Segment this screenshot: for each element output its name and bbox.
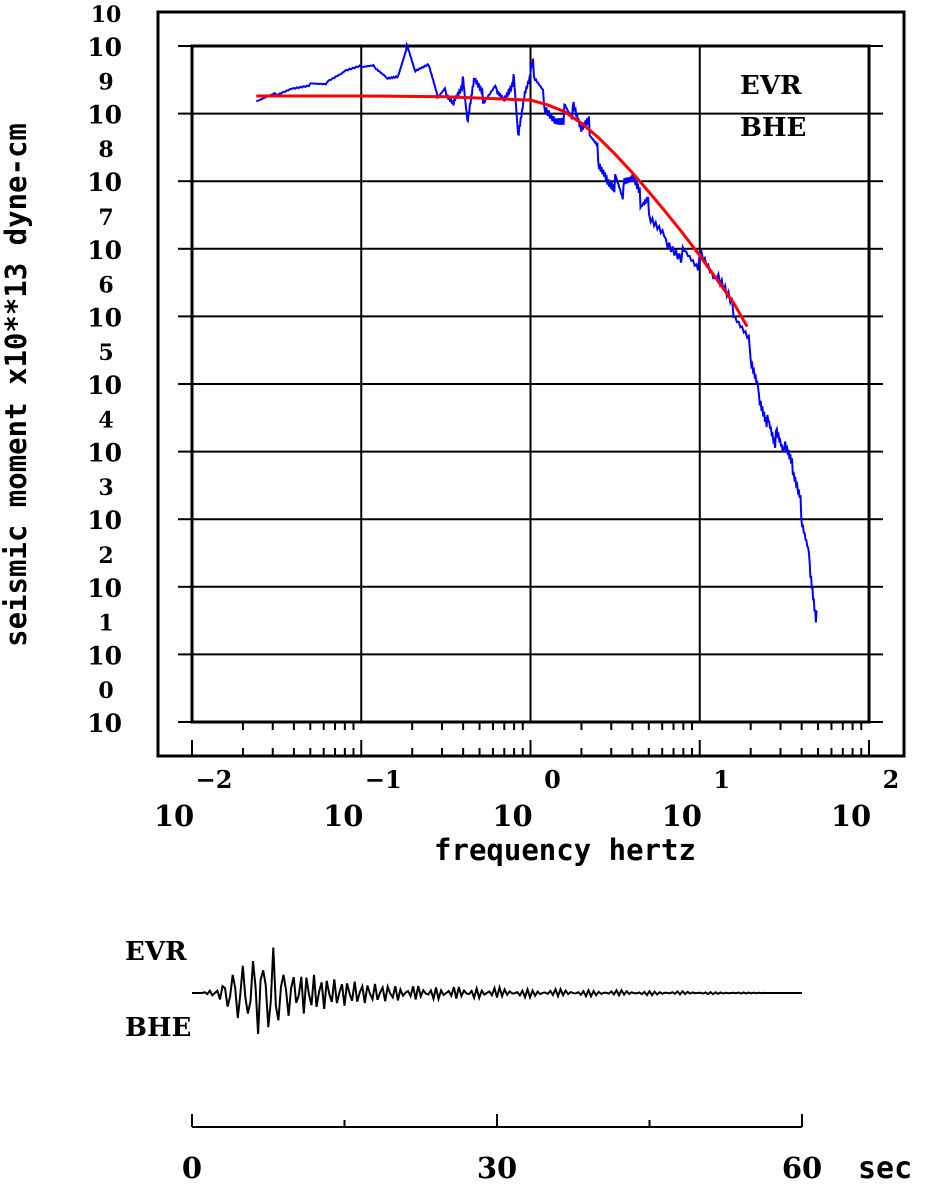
y-tick-exponent: 4: [98, 408, 113, 434]
annotation-component: BHE: [740, 113, 806, 143]
y-tick-base: 10: [87, 506, 122, 535]
y-tick-exponent: 5: [98, 340, 113, 366]
y-tick-labels: 10 0 10 1 10 2 10 3 10 4 10 5 10 6 10 7 10 8 10 9 10 10: [87, 2, 122, 738]
seismogram-component-label: BHE: [125, 1013, 191, 1043]
x-tick-exponent: −1: [365, 765, 402, 794]
y-tick-exponent: 3: [98, 475, 113, 501]
time-axis: [191, 1114, 803, 1128]
y-tick-exponent: 0: [98, 678, 113, 704]
y-tick-base: 10: [87, 709, 122, 738]
y-tick-base: 10: [87, 33, 122, 62]
x-tick-base: 10: [154, 799, 194, 833]
y-tick-base: 10: [87, 168, 122, 197]
y-tick-base: 10: [87, 641, 122, 670]
y-tick-base: 10: [87, 303, 122, 332]
y-tick-base: 10: [87, 439, 122, 468]
y-axis-label: seismic moment x10**13 dyne-cm: [0, 123, 33, 647]
grid-lines: [192, 46, 869, 722]
y-tick-exponent: 1: [98, 610, 113, 636]
time-tick-label: 30: [477, 1151, 517, 1184]
x-tick-exponent: −2: [196, 765, 233, 794]
y-tick-exponent: 9: [98, 70, 113, 96]
time-axis-unit: sec: [858, 1151, 912, 1184]
y-tick-exponent: 8: [98, 137, 113, 163]
y-tick-exponent: 6: [98, 272, 113, 298]
x-tick-exponent: 2: [883, 765, 900, 794]
y-tick-base: 10: [87, 236, 122, 265]
annotation-station: EVR: [740, 71, 802, 101]
x-tick-exponent: 0: [544, 765, 561, 794]
time-axis-labels: 0 30 60: [182, 1151, 822, 1184]
seismogram-station-label: EVR: [125, 937, 187, 967]
observed-spectrum-line: [255, 41, 818, 623]
y-tick-exponent: 7: [98, 205, 113, 231]
x-tick-base: 10: [492, 799, 532, 833]
x-tick-exponent: 1: [713, 765, 730, 794]
model-fit-line: [256, 94, 749, 328]
x-tick-base: 10: [831, 799, 871, 833]
time-tick-label: 60: [782, 1151, 822, 1184]
minor-ticks: [178, 45, 883, 756]
y-tick-base: 10: [87, 101, 122, 130]
y-tick-base: 10: [87, 574, 122, 603]
seismogram-trace: [192, 947, 802, 1035]
x-tick-base: 10: [662, 799, 702, 833]
x-tick-base: 10: [323, 799, 363, 833]
y-tick-exponent: 10: [91, 2, 122, 28]
time-tick-label: 0: [182, 1151, 202, 1184]
y-tick-base: 10: [87, 371, 122, 400]
y-tick-exponent: 2: [98, 543, 113, 569]
x-axis-label: frequency hertz: [434, 833, 696, 867]
